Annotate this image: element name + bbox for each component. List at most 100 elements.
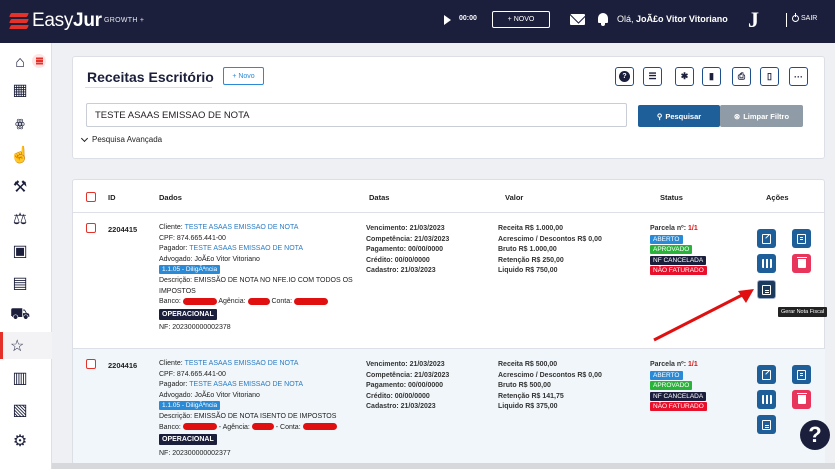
avatar[interactable]: J — [748, 7, 759, 32]
status-badge-nf-cancelada: NF CANCELADA — [650, 255, 707, 265]
status-badge-nf-cancelada: NF CANCELADA — [650, 391, 707, 401]
divider — [786, 13, 787, 27]
cliente-label: Cliente: — [159, 360, 183, 367]
top-novo-button[interactable]: + NOVO — [492, 11, 550, 28]
installments-button[interactable] — [757, 390, 776, 409]
row-checkbox[interactable] — [86, 223, 96, 233]
people-icon[interactable]: ꙮ — [15, 117, 25, 130]
cpf-value: 874.665.441-00 — [176, 370, 226, 378]
credito: Crédito: 00/00/0000 — [366, 256, 430, 264]
cliente-link[interactable]: TESTE ASAAS EMISSAO DE NOTA — [184, 360, 299, 367]
chevron-down-icon — [80, 134, 89, 142]
greeting-prefix: Olá, — [617, 14, 634, 24]
list-icon[interactable]: ☰ — [643, 67, 662, 86]
advanced-search-toggle[interactable]: Pesquisa Avançada — [80, 134, 162, 144]
search-input[interactable] — [86, 103, 627, 127]
nf-value: 202300000002377 — [172, 449, 231, 457]
scale-icon[interactable]: ⚖ — [12, 211, 28, 228]
row-divider — [73, 348, 825, 349]
print-icon[interactable]: ⎙ — [732, 67, 751, 86]
row-checkbox[interactable] — [86, 359, 96, 369]
money-hand-icon[interactable]: ☝ — [10, 147, 30, 164]
redacted-conta — [302, 423, 337, 431]
easyjur-logo[interactable]: EasyJur — [9, 8, 102, 34]
home-icon[interactable]: ⌂ — [15, 54, 25, 71]
conta-label: - Conta: — [275, 423, 301, 431]
row-datas: Vencimento: 21/03/2023 Competência: 21/0… — [366, 224, 449, 277]
parcela-value: 1/1 — [687, 225, 698, 232]
logo-text-prefix: Easy — [32, 10, 74, 31]
installments-button[interactable] — [757, 254, 776, 273]
play-icon[interactable] — [444, 15, 451, 25]
col-status: Status — [660, 193, 683, 202]
select-all-checkbox[interactable] — [86, 192, 96, 202]
bruto: Bruto R$ 1.000,00 — [498, 246, 557, 254]
descricao-label: Descrição: — [159, 276, 193, 284]
page-title: Receitas Escritório — [87, 69, 214, 85]
descricao-label: Descrição: — [159, 412, 193, 420]
operacional-tag: OPERACIONAL — [159, 434, 217, 446]
handshake-icon[interactable]: ☆ — [0, 332, 52, 359]
add-receita-button[interactable]: + Novo — [223, 67, 264, 85]
pagamento: Pagamento: 00/00/0000 — [366, 246, 444, 254]
delete-button[interactable] — [792, 390, 811, 409]
generate-invoice-button[interactable] — [757, 415, 776, 434]
cpf-label: CPF: — [159, 370, 175, 378]
agencia-label: - Agência: — [218, 423, 250, 431]
settings-icon[interactable]: ⚙ — [12, 433, 28, 450]
parcela-label: Parcela nº: — [650, 361, 687, 368]
generate-invoice-button[interactable] — [757, 280, 776, 299]
book-icon — [797, 369, 806, 380]
columns-icon — [761, 395, 772, 404]
retencao: Retenção R$ 141,75 — [498, 392, 564, 400]
calendar-icon[interactable]: ▦ — [12, 82, 28, 99]
timer: 00:00 — [459, 15, 477, 22]
clear-filter-button[interactable]: ⊗ Limpar Filtro — [720, 105, 803, 127]
logout-button[interactable]: SAIR — [792, 13, 817, 22]
top-bar: EasyJur GROWTH + 00:00 + NOVO Olá, JoÃ£o… — [0, 0, 835, 43]
invoice-icon — [762, 284, 771, 295]
banco-label: Banco: — [159, 423, 181, 431]
invoice-icon — [762, 419, 771, 430]
gear-icon[interactable]: ✱ — [675, 67, 694, 86]
horizontal-scrollbar[interactable] — [52, 463, 835, 469]
bell-icon[interactable] — [597, 12, 609, 26]
details-button[interactable] — [792, 229, 811, 248]
pagador-link[interactable]: TESTE ASAAS EMISSAO DE NOTA — [189, 381, 304, 389]
presentation-icon[interactable]: ▥ — [12, 370, 28, 387]
mail-icon[interactable] — [570, 14, 585, 25]
cart-icon[interactable]: ⛟ — [9, 306, 31, 323]
logo-text-suffix: Jur — [73, 10, 102, 31]
delete-button[interactable] — [792, 254, 811, 273]
cliente-label: Cliente: — [159, 224, 183, 231]
pagador-link[interactable]: TESTE ASAAS EMISSAO DE NOTA — [189, 245, 304, 253]
cadastro: Cadastro: 21/03/2023 — [366, 267, 436, 275]
menu-toggle-icon[interactable] — [32, 54, 46, 68]
retencao: Retenção R$ 250,00 — [498, 256, 564, 264]
bruto: Bruto R$ 500,00 — [498, 382, 551, 390]
category-tag: 1.1.05 - DiligÃªncia — [159, 265, 221, 275]
cliente-link[interactable]: TESTE ASAAS EMISSAO DE NOTA — [184, 224, 299, 231]
vencimento: Vencimento: 21/03/2023 — [366, 361, 445, 368]
category-tag: 1.1.05 - DiligÃªncia — [159, 401, 221, 411]
edit-button[interactable] — [757, 365, 776, 384]
banco-label: Banco: — [159, 298, 181, 306]
liquido: Liquido R$ 375,00 — [498, 403, 558, 411]
help-chat-button[interactable]: ? — [800, 420, 830, 450]
competencia: Competência: 21/03/2023 — [366, 371, 450, 379]
help-icon[interactable]: ? — [615, 67, 634, 86]
edit-button[interactable] — [757, 229, 776, 248]
status-badge-aprovado: APROVADO — [650, 245, 693, 254]
document-icon[interactable]: ▤ — [12, 275, 28, 292]
gavel-icon[interactable]: ⚒ — [12, 179, 28, 196]
user-greeting: Olá, JoÃ£o Vitor Vitoriano — [617, 14, 728, 24]
search-button[interactable]: ⚲ Pesquisar — [638, 105, 720, 127]
details-button[interactable] — [792, 365, 811, 384]
file-icon[interactable]: ▮ — [702, 67, 721, 86]
building-icon[interactable]: ▧ — [12, 402, 28, 419]
more-icon[interactable]: ··· — [789, 67, 808, 86]
pagamento: Pagamento: 00/00/0000 — [366, 382, 444, 390]
status-badge-aberto: ABERTO — [650, 370, 683, 380]
export-icon[interactable]: ▯ — [760, 67, 779, 86]
briefcase-icon[interactable]: ▣ — [12, 243, 28, 260]
